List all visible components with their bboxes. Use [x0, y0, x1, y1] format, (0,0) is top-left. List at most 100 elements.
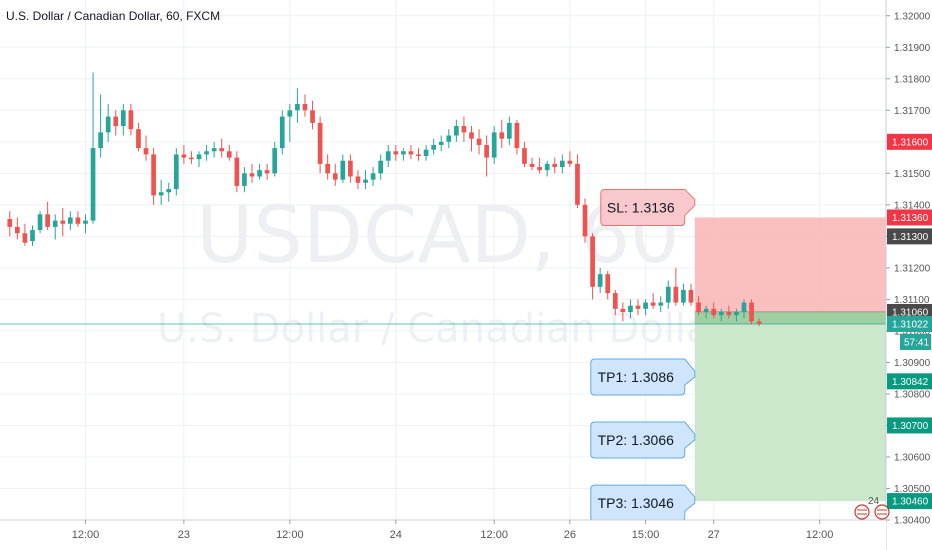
candle-body — [726, 312, 732, 316]
candle — [355, 170, 361, 190]
price-axis[interactable]: 1.32000 1.31900 1.31800 1.31700 1.31600 1.315… — [885, 0, 932, 550]
price-badge-label: 1.31060 — [892, 308, 929, 319]
time-tick-label: 23 — [178, 529, 190, 541]
take-profit-callout[interactable]: TP3: 1.3046 — [590, 484, 696, 522]
candle-body — [688, 289, 694, 303]
price-tick-label: 1.31100 — [894, 295, 930, 306]
time-tick-label: 24 — [390, 529, 402, 541]
candle — [75, 211, 81, 227]
candle-body — [529, 163, 535, 168]
candle — [242, 167, 247, 193]
candle — [120, 104, 126, 136]
candle — [385, 144, 391, 168]
candle — [128, 104, 134, 136]
price-badge[interactable]: 1.30460 — [887, 493, 932, 510]
candle — [658, 296, 664, 312]
stop-loss-zone[interactable] — [694, 217, 886, 312]
candle-body — [52, 220, 58, 227]
candle-body — [242, 173, 247, 186]
candle — [257, 163, 262, 180]
time-tick-label: 27 — [708, 529, 720, 541]
candle — [332, 163, 338, 186]
candle-body — [60, 220, 66, 224]
price-badge[interactable]: 1.30700 — [887, 417, 932, 434]
price-badge-label: 1.31600 — [892, 137, 929, 148]
candle-body — [279, 116, 285, 149]
candle-body — [612, 293, 618, 309]
candle — [211, 141, 217, 158]
price-badge[interactable]: 1.31022 — [887, 315, 932, 332]
candle-body — [204, 151, 209, 155]
price-badge[interactable]: 1.31300 — [887, 228, 932, 245]
candle-body — [264, 170, 270, 174]
candle — [559, 154, 565, 174]
position-zones[interactable] — [0, 217, 886, 502]
time-tick-label: 12:00 — [276, 529, 304, 541]
candle-body — [718, 312, 724, 316]
candle-body — [363, 179, 368, 183]
candle-body — [340, 160, 346, 180]
price-badge[interactable]: 1.30842 — [887, 373, 932, 390]
time-tick-label: 26 — [564, 529, 576, 541]
candle — [650, 293, 656, 309]
candle-body — [173, 154, 179, 190]
candle-body — [272, 148, 278, 174]
candle — [681, 283, 686, 306]
candle — [612, 289, 618, 316]
candle — [158, 179, 164, 205]
candle — [173, 148, 179, 196]
candle-body — [537, 167, 542, 171]
candle — [741, 299, 747, 319]
candle — [348, 154, 353, 183]
candle — [287, 104, 293, 142]
candle-body — [22, 233, 28, 243]
candle-body — [120, 110, 126, 127]
candle — [575, 154, 580, 208]
candle — [620, 302, 626, 322]
candle-body — [711, 308, 717, 316]
candle-body — [158, 192, 164, 196]
take-profit-callout[interactable]: TP1: 1.3086 — [590, 358, 696, 396]
candle-body — [355, 176, 361, 183]
candle — [67, 211, 73, 231]
candle-body — [544, 163, 550, 171]
price-badge[interactable]: 1.31600 — [887, 133, 932, 150]
us-flag-icon[interactable] — [854, 504, 870, 520]
callouts[interactable]: SL: 1.3136 TP1: 1.3086 TP2: 1.3066 TP3: 1.3… — [590, 188, 696, 522]
candle-body — [559, 160, 565, 168]
stop-loss-callout[interactable]: SL: 1.3136 — [600, 188, 696, 226]
candle — [491, 126, 497, 164]
take-profit-zone[interactable] — [694, 312, 886, 502]
candle-body — [499, 132, 505, 139]
candle — [151, 148, 156, 205]
candle-body — [575, 163, 580, 205]
price-badge[interactable]: 1.31360 — [887, 209, 932, 226]
candle — [204, 144, 209, 161]
watermark-symbol: USDCAD, 60 — [196, 191, 679, 281]
time-axis[interactable]: 12:00 23 12:00 24 12:00 26 15:00 27 12:00 24 — [0, 496, 890, 550]
candle-body — [582, 204, 588, 237]
us-flag-icon[interactable] — [874, 504, 890, 520]
candle — [537, 157, 542, 174]
candle — [113, 110, 119, 136]
take-profit-callout[interactable]: TP2: 1.3066 — [590, 421, 696, 459]
candle — [726, 305, 732, 319]
candle-body — [756, 321, 762, 324]
candle — [340, 154, 346, 183]
candle — [416, 148, 421, 161]
candle — [454, 119, 459, 142]
price-tick-label: 1.31500 — [894, 169, 931, 180]
candle-body — [650, 302, 656, 306]
candle-body — [385, 151, 391, 161]
candle-body — [189, 157, 194, 160]
candle — [363, 170, 368, 190]
price-badge-label: 1.31360 — [892, 213, 929, 224]
economic-event-icons[interactable]: 24 — [854, 496, 890, 520]
candle-body — [302, 104, 308, 111]
candle — [166, 182, 172, 202]
countdown-label: 57:41 — [904, 337, 929, 348]
price-badge-label: 1.30460 — [892, 497, 929, 508]
candle-body — [484, 144, 489, 158]
